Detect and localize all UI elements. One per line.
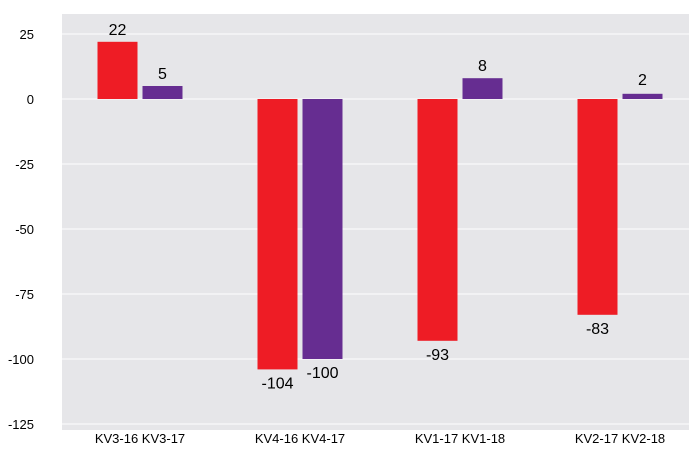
x-tick-label: KV3-16 KV3-17 [95, 431, 185, 446]
y-tick-label: 25 [20, 27, 34, 42]
y-tick-label: -75 [15, 287, 34, 302]
bar [622, 93, 663, 99]
data-label: 5 [158, 66, 167, 83]
bar [462, 78, 503, 99]
data-label: -104 [261, 375, 293, 392]
x-tick-label: KV4-16 KV4-17 [255, 431, 345, 446]
y-tick-label: -50 [15, 222, 34, 237]
bar [142, 86, 183, 99]
bar [257, 99, 298, 370]
annotations: 2 [638, 72, 647, 89]
data-label: 22 [109, 22, 127, 39]
data-label: -93 [426, 347, 449, 364]
x-axis-tick-labels: KV3-16 KV3-17 KV4-16 KV4-17 KV1-17 KV1-18 K… [95, 431, 665, 446]
y-axis-tick-labels: 25 0 -25 -50 -75 -100 -125 [8, 27, 34, 432]
data-label: -83 [586, 321, 609, 338]
y-tick-label: -25 [15, 157, 34, 172]
bar [97, 41, 138, 99]
data-labels: 22 5 -104 -100 -93 8 -83 [109, 22, 610, 393]
data-label: 8 [478, 58, 487, 75]
bars [97, 41, 663, 370]
y-tick-label: -100 [8, 352, 34, 367]
bar [417, 99, 458, 341]
bar [302, 99, 343, 359]
x-tick-label: KV2-17 KV2-18 [575, 431, 665, 446]
data-label: -100 [306, 365, 338, 382]
bar [577, 99, 618, 315]
annotation-label: 2 [638, 72, 647, 89]
y-tick-label: 0 [27, 92, 34, 107]
y-tick-label: -125 [8, 417, 34, 432]
x-tick-label: KV1-17 KV1-18 [415, 431, 505, 446]
